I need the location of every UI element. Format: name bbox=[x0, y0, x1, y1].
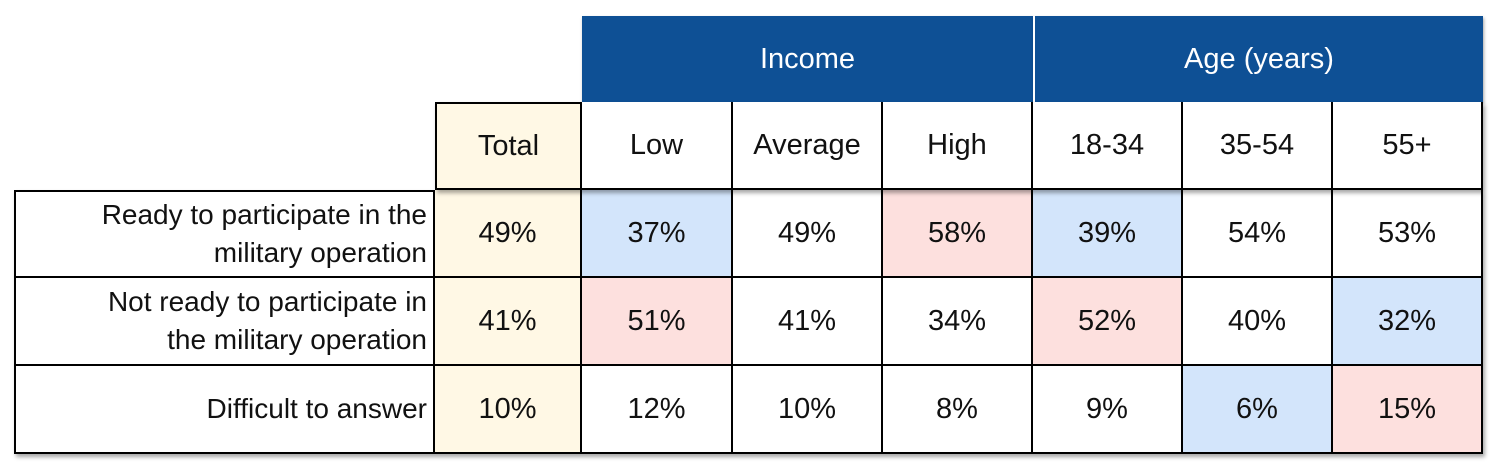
column-header-35-54-text: 35-54 bbox=[1219, 128, 1295, 161]
row-label-2-text: Not ready to participate in the military … bbox=[108, 283, 427, 359]
value-cell-r1-c4-text: 58% bbox=[927, 216, 987, 249]
value-cell-r3-c4: 8% bbox=[883, 366, 1033, 454]
value-cell-r3-c6-text: 6% bbox=[1236, 392, 1278, 425]
group-header-age-label: Age (years) bbox=[1184, 42, 1334, 75]
value-cell-r1-c6: 54% bbox=[1183, 190, 1333, 278]
column-header-55--text: 55+ bbox=[1382, 128, 1432, 161]
column-header-average: Average bbox=[733, 102, 883, 190]
row-label-line: Difficult to answer bbox=[206, 393, 427, 424]
row-label-line: Not ready to participate in bbox=[107, 286, 427, 317]
value-cell-r1-c2: 37% bbox=[582, 190, 733, 278]
group-header-income: Income bbox=[582, 16, 1033, 102]
value-cell-r1-c6-text: 54% bbox=[1227, 216, 1287, 249]
value-cell-r1-c7-text: 53% bbox=[1377, 216, 1437, 249]
column-header-high: High bbox=[883, 102, 1033, 190]
column-header-average-text: Average bbox=[753, 128, 861, 161]
value-cell-r1-c5: 39% bbox=[1033, 190, 1183, 278]
value-cell-r2-c5-text: 52% bbox=[1077, 304, 1137, 337]
column-header-total: Total bbox=[435, 102, 582, 190]
group-header-income-label: Income bbox=[759, 42, 856, 75]
value-cell-r3-c4-text: 8% bbox=[936, 392, 978, 425]
value-cell-r3-c5-text: 9% bbox=[1086, 392, 1128, 425]
value-cell-r1-c7: 53% bbox=[1333, 190, 1483, 278]
column-header-55-: 55+ bbox=[1333, 102, 1483, 190]
value-cell-r2-c4: 34% bbox=[883, 278, 1033, 366]
value-cell-r3-c1-text: 10% bbox=[478, 392, 537, 425]
row-label-3: Difficult to answer bbox=[14, 366, 435, 454]
value-cell-r3-c7-text: 15% bbox=[1377, 392, 1437, 425]
column-header-18-34: 18-34 bbox=[1033, 102, 1183, 190]
row-label-1-text: Ready to participate in the military oper… bbox=[102, 196, 427, 272]
row-label-line: the military operation bbox=[167, 324, 427, 355]
column-header-low: Low bbox=[582, 102, 733, 190]
value-cell-r3-c7: 15% bbox=[1333, 366, 1483, 454]
value-cell-r1-c4: 58% bbox=[883, 190, 1033, 278]
value-cell-r2-c3-text: 41% bbox=[777, 304, 837, 337]
value-cell-r3-c2: 12% bbox=[582, 366, 733, 454]
value-cell-r3-c3-text: 10% bbox=[777, 392, 837, 425]
value-cell-r3-c2-text: 12% bbox=[627, 392, 686, 425]
row-label-line: military operation bbox=[213, 237, 427, 268]
value-cell-r2-c7: 32% bbox=[1333, 278, 1483, 366]
value-cell-r2-c2-text: 51% bbox=[627, 304, 686, 337]
value-cell-r1-c3-text: 49% bbox=[777, 216, 837, 249]
group-header-age: Age (years) bbox=[1033, 16, 1483, 102]
column-header-high-text: High bbox=[927, 128, 987, 161]
row-label-2: Not ready to participate in the military … bbox=[14, 278, 435, 366]
value-cell-r2-c6: 40% bbox=[1183, 278, 1333, 366]
value-cell-r2-c2: 51% bbox=[582, 278, 733, 366]
value-cell-r2-c4-text: 34% bbox=[927, 304, 987, 337]
value-cell-r1-c3: 49% bbox=[733, 190, 883, 278]
value-cell-r2-c6-text: 40% bbox=[1227, 304, 1287, 337]
column-header-35-54: 35-54 bbox=[1183, 102, 1333, 190]
column-header-18-34-text: 18-34 bbox=[1069, 128, 1145, 161]
row-label-1: Ready to participate in the military oper… bbox=[14, 190, 435, 278]
row-label-3-text: Difficult to answer bbox=[207, 390, 427, 428]
value-cell-r1-c1: 49% bbox=[435, 190, 582, 278]
value-cell-r2-c5: 52% bbox=[1033, 278, 1183, 366]
value-cell-r1-c1-text: 49% bbox=[478, 216, 537, 249]
column-header-total-text: Total bbox=[477, 129, 540, 162]
value-cell-r2-c1-text: 41% bbox=[478, 304, 537, 337]
value-cell-r3-c6: 6% bbox=[1183, 366, 1333, 454]
value-cell-r3-c1: 10% bbox=[435, 366, 582, 454]
column-header-low-text: Low bbox=[629, 128, 684, 161]
value-cell-r1-c2-text: 37% bbox=[627, 216, 686, 249]
value-cell-r3-c3: 10% bbox=[733, 366, 883, 454]
value-cell-r1-c5-text: 39% bbox=[1077, 216, 1137, 249]
value-cell-r3-c5: 9% bbox=[1033, 366, 1183, 454]
value-cell-r2-c3: 41% bbox=[733, 278, 883, 366]
value-cell-r2-c7-text: 32% bbox=[1377, 304, 1437, 337]
value-cell-r2-c1: 41% bbox=[435, 278, 582, 366]
row-label-line: Ready to participate in the bbox=[101, 199, 427, 230]
